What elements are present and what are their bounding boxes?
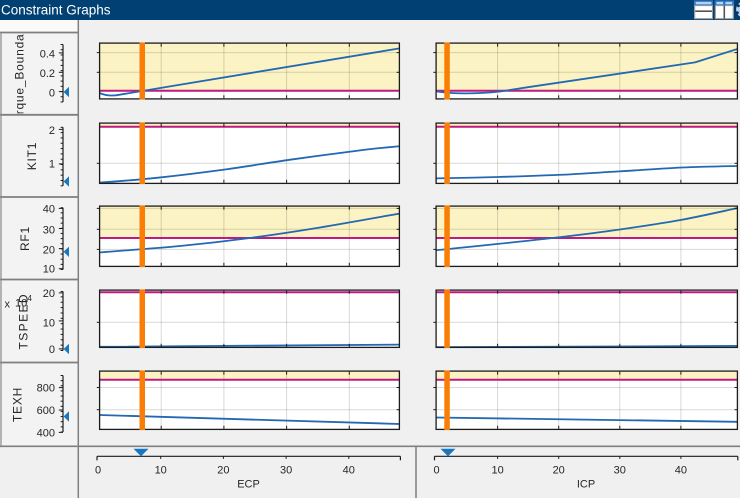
svg-text:400: 400 xyxy=(37,427,55,439)
svg-text:2: 2 xyxy=(49,125,55,137)
svg-text:30: 30 xyxy=(280,465,292,477)
svg-text:4: 4 xyxy=(28,294,33,303)
svg-text:Constraint Graphs: Constraint Graphs xyxy=(1,3,111,18)
svg-text:30: 30 xyxy=(614,465,626,477)
svg-text:TEXH: TEXH xyxy=(11,387,25,422)
svg-text:20: 20 xyxy=(43,244,55,256)
svg-text:1: 1 xyxy=(49,159,55,171)
svg-text:0.4: 0.4 xyxy=(40,48,55,60)
svg-text:10: 10 xyxy=(43,264,55,276)
svg-text:Torque_Boundary: Torque_Boundary xyxy=(13,22,27,129)
svg-text:20: 20 xyxy=(217,465,229,477)
svg-text:0.2: 0.2 xyxy=(40,68,55,80)
svg-text:0: 0 xyxy=(49,87,55,99)
svg-text:RF1: RF1 xyxy=(18,226,32,251)
svg-text:0: 0 xyxy=(433,465,439,477)
svg-text:10: 10 xyxy=(15,298,27,310)
svg-text:x: x xyxy=(5,299,11,311)
svg-text:30: 30 xyxy=(43,224,55,236)
svg-text:20: 20 xyxy=(553,465,565,477)
svg-text:ECP: ECP xyxy=(237,479,260,491)
svg-text:40: 40 xyxy=(343,465,355,477)
svg-text:ICP: ICP xyxy=(577,479,595,491)
svg-text:0: 0 xyxy=(95,465,101,477)
svg-text:600: 600 xyxy=(37,405,55,417)
svg-text:0: 0 xyxy=(49,344,55,356)
svg-text:TSPEED: TSPEED xyxy=(17,293,31,349)
svg-text:40: 40 xyxy=(43,203,55,215)
svg-text:800: 800 xyxy=(37,383,55,395)
svg-text:10: 10 xyxy=(155,465,167,477)
svg-text:20: 20 xyxy=(43,288,55,300)
svg-text:40: 40 xyxy=(675,465,687,477)
svg-text:10: 10 xyxy=(491,465,503,477)
svg-text:KIT1: KIT1 xyxy=(25,142,39,171)
svg-text:10: 10 xyxy=(43,317,55,329)
